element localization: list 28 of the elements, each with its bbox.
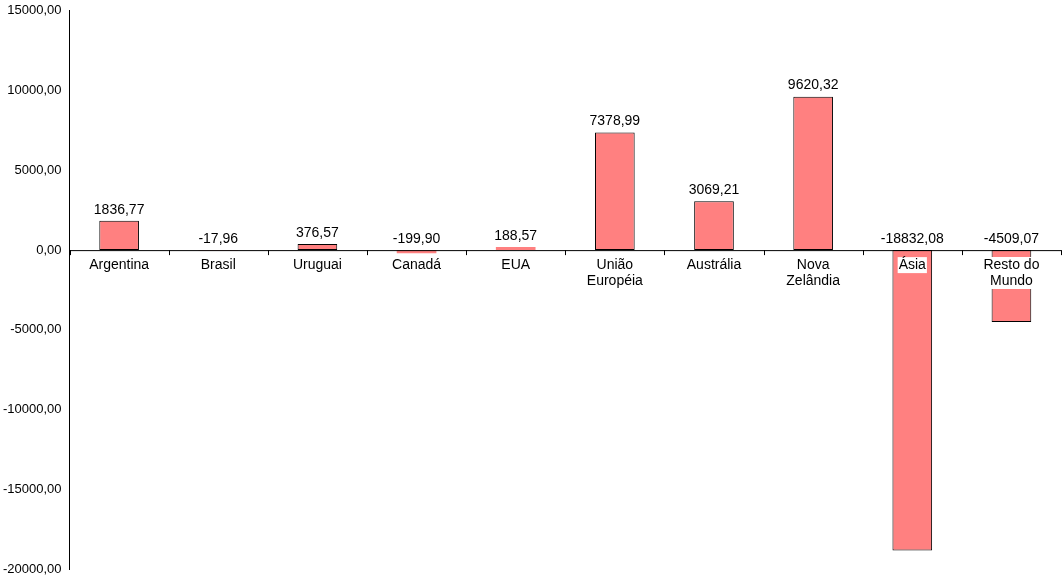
y-tick-label: -10000,00: [2, 401, 62, 417]
x-tick-label: União Européia: [586, 255, 644, 288]
data-label: -199,90: [392, 229, 441, 246]
data-label: -17,96: [198, 229, 239, 246]
x-tick-label: Canadá: [392, 255, 442, 272]
x-tick-label: Austrália: [686, 255, 742, 272]
y-tick-label: -15000,00: [2, 481, 62, 497]
x-tick-label: Argentina: [89, 255, 150, 272]
data-label: -18832,08: [880, 229, 945, 246]
x-tick-label: EUA: [501, 255, 531, 272]
data-label: 376,57: [296, 223, 340, 240]
y-tick-label: -20000,00: [2, 560, 62, 576]
x-tick-label: Ásia: [898, 255, 927, 272]
data-label: 188,57: [494, 226, 538, 243]
x-tick-label: Resto do Mundo: [983, 255, 1040, 288]
y-tick-label: 5000,00: [14, 161, 62, 177]
y-tick-label: 15000,00: [7, 2, 62, 18]
y-tick-label: 10000,00: [7, 82, 62, 98]
data-label: 1836,77: [93, 200, 145, 217]
x-tick-label: Brasil: [200, 255, 236, 272]
data-label: -4509,07: [983, 229, 1040, 246]
x-tick-label: Nova Zelândia: [786, 255, 841, 288]
data-label: 3069,21: [688, 181, 740, 198]
data-label: 7378,99: [589, 112, 641, 129]
x-tick-label: Uruguai: [292, 255, 342, 272]
y-tick-label: 0,00: [36, 241, 62, 257]
y-tick-label: -5000,00: [10, 321, 62, 337]
data-label: 9620,32: [787, 76, 839, 93]
